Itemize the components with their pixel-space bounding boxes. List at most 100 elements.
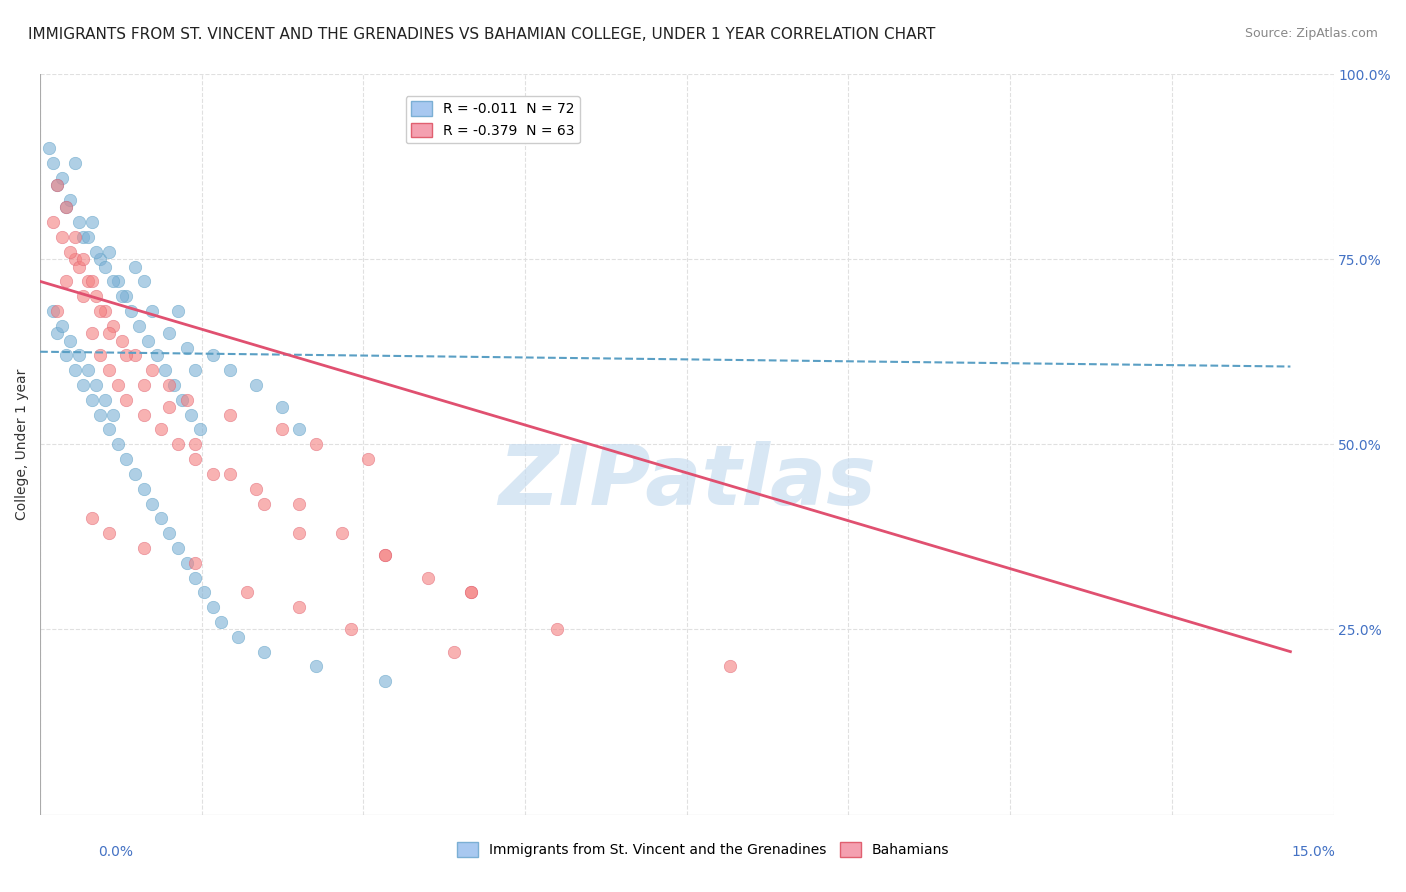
Point bbox=[98, 363, 121, 377]
Point bbox=[163, 378, 186, 392]
Point bbox=[218, 408, 240, 422]
Text: ZIPatlas: ZIPatlas bbox=[498, 441, 876, 522]
Point bbox=[288, 496, 311, 510]
Point bbox=[141, 304, 163, 318]
Point bbox=[111, 289, 134, 303]
Point bbox=[176, 392, 198, 407]
Point bbox=[115, 452, 138, 467]
Point bbox=[76, 363, 98, 377]
Point bbox=[46, 326, 69, 341]
Point bbox=[132, 378, 155, 392]
Point bbox=[63, 230, 86, 244]
Point bbox=[107, 378, 129, 392]
Point bbox=[115, 289, 138, 303]
Point bbox=[63, 156, 86, 170]
Point bbox=[94, 392, 117, 407]
Point bbox=[460, 585, 482, 599]
Point bbox=[103, 274, 125, 288]
Point bbox=[115, 348, 138, 362]
Point bbox=[141, 496, 163, 510]
Point bbox=[253, 645, 276, 659]
Point bbox=[98, 526, 121, 541]
Point bbox=[228, 630, 250, 644]
Point bbox=[98, 422, 121, 436]
Point bbox=[115, 392, 138, 407]
Point bbox=[153, 363, 176, 377]
Point bbox=[55, 274, 77, 288]
Point bbox=[89, 252, 111, 267]
Point bbox=[270, 401, 292, 415]
Point bbox=[201, 467, 224, 481]
Point bbox=[245, 378, 267, 392]
Point bbox=[184, 437, 207, 451]
Point bbox=[184, 452, 207, 467]
Point bbox=[89, 408, 111, 422]
Point bbox=[38, 141, 60, 155]
Point bbox=[159, 526, 181, 541]
Legend: Immigrants from St. Vincent and the Grenadines, Bahamians: Immigrants from St. Vincent and the Gren… bbox=[451, 837, 955, 863]
Point bbox=[55, 200, 77, 214]
Point bbox=[46, 178, 69, 193]
Point bbox=[443, 645, 465, 659]
Point bbox=[167, 437, 190, 451]
Point bbox=[72, 378, 94, 392]
Point bbox=[288, 600, 311, 615]
Point bbox=[176, 341, 198, 355]
Point bbox=[98, 244, 121, 259]
Point bbox=[80, 392, 103, 407]
Point bbox=[201, 348, 224, 362]
Point bbox=[84, 244, 107, 259]
Point bbox=[63, 363, 86, 377]
Point bbox=[159, 326, 181, 341]
Point bbox=[176, 556, 198, 570]
Point bbox=[80, 326, 103, 341]
Point bbox=[546, 623, 568, 637]
Point bbox=[218, 467, 240, 481]
Point bbox=[94, 304, 117, 318]
Text: Source: ZipAtlas.com: Source: ZipAtlas.com bbox=[1244, 27, 1378, 40]
Point bbox=[141, 363, 163, 377]
Point bbox=[67, 260, 90, 274]
Point bbox=[84, 378, 107, 392]
Point bbox=[107, 437, 129, 451]
Point bbox=[270, 422, 292, 436]
Point bbox=[374, 549, 396, 563]
Point bbox=[236, 585, 259, 599]
Y-axis label: College, Under 1 year: College, Under 1 year bbox=[15, 368, 30, 520]
Point bbox=[145, 348, 167, 362]
Point bbox=[84, 289, 107, 303]
Point bbox=[357, 452, 380, 467]
Point bbox=[80, 215, 103, 229]
Point bbox=[184, 363, 207, 377]
Point bbox=[167, 541, 190, 555]
Point bbox=[103, 408, 125, 422]
Point bbox=[76, 274, 98, 288]
Point bbox=[718, 659, 741, 673]
Point bbox=[51, 170, 73, 185]
Point bbox=[107, 274, 129, 288]
Point bbox=[159, 401, 181, 415]
Point bbox=[42, 304, 65, 318]
Point bbox=[184, 571, 207, 585]
Point bbox=[460, 585, 482, 599]
Point bbox=[305, 659, 328, 673]
Point bbox=[245, 482, 267, 496]
Point bbox=[418, 571, 440, 585]
Point bbox=[42, 215, 65, 229]
Point bbox=[288, 422, 311, 436]
Point bbox=[288, 526, 311, 541]
Point bbox=[167, 304, 190, 318]
Point bbox=[128, 318, 150, 333]
Point bbox=[55, 200, 77, 214]
Point bbox=[51, 318, 73, 333]
Point bbox=[55, 348, 77, 362]
Point bbox=[80, 511, 103, 525]
Point bbox=[51, 230, 73, 244]
Point bbox=[172, 392, 194, 407]
Point bbox=[46, 304, 69, 318]
Point bbox=[120, 304, 142, 318]
Point bbox=[98, 326, 121, 341]
Point bbox=[132, 541, 155, 555]
Point bbox=[42, 156, 65, 170]
Point bbox=[72, 230, 94, 244]
